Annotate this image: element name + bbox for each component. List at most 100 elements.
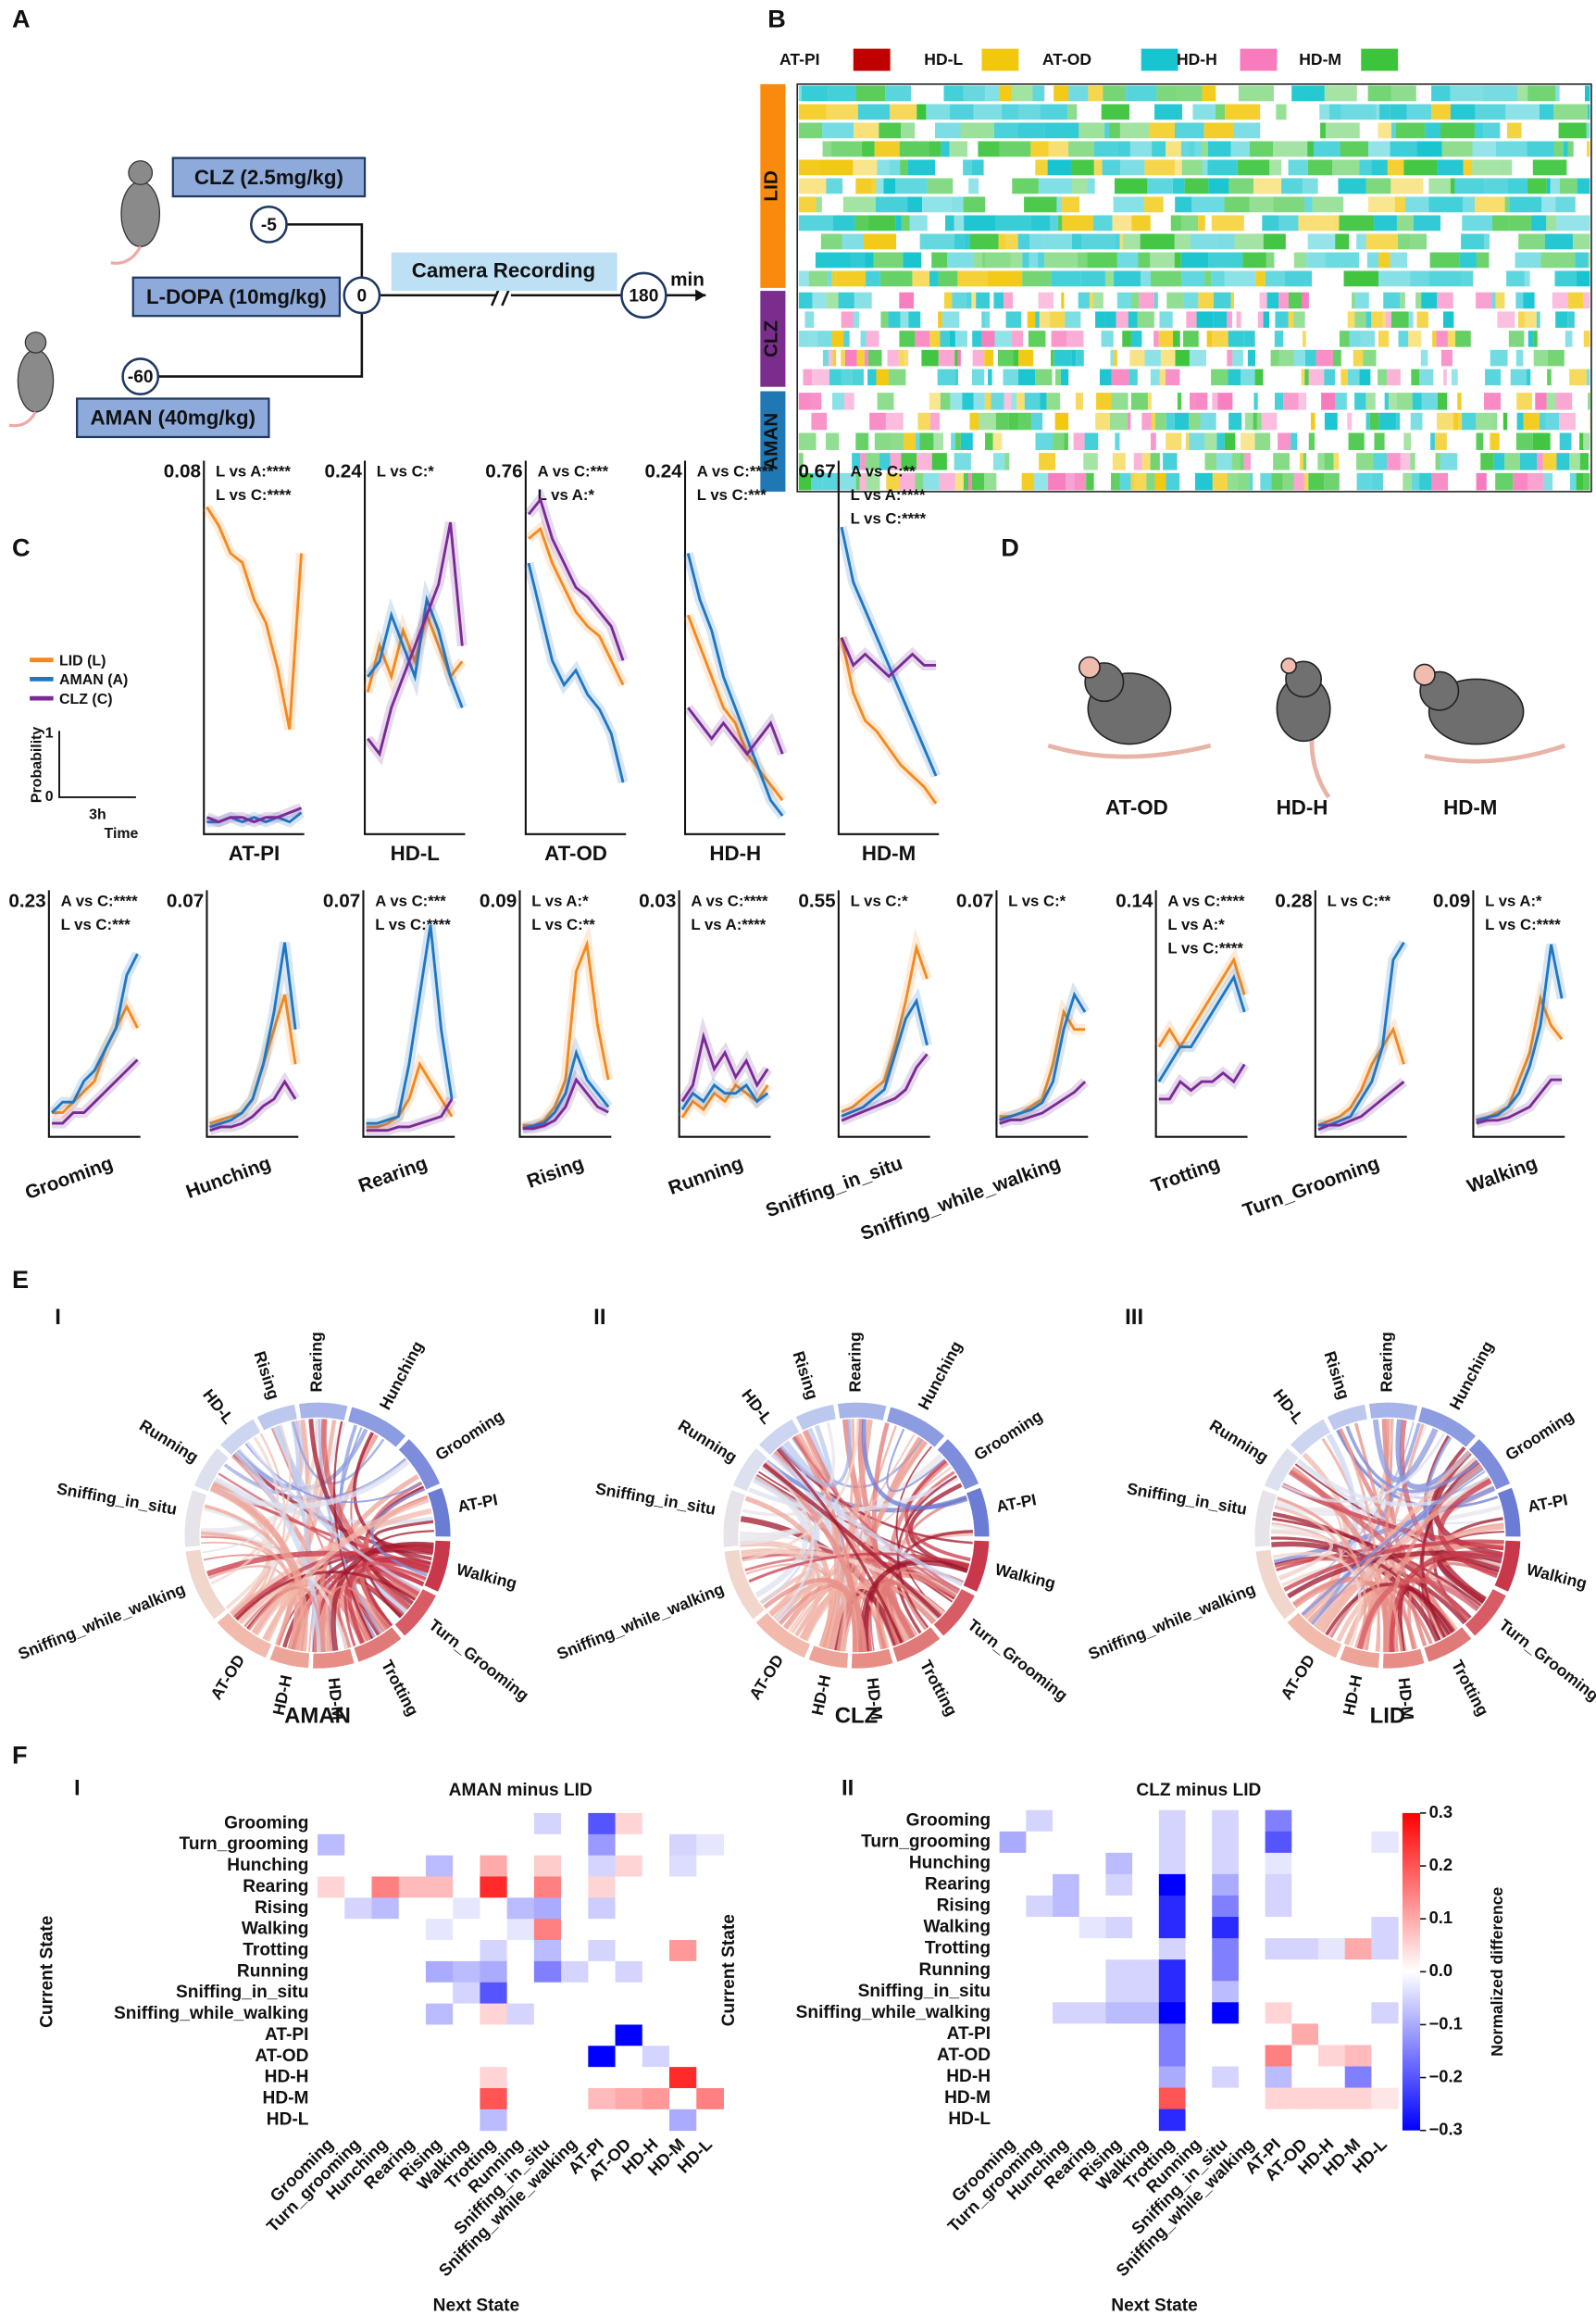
state-label: Rising [789,1349,822,1402]
heatmap-cell [696,2003,724,2025]
raster-segment [963,196,986,213]
heatmap-cell [999,1938,1027,1960]
raster-segment [1408,311,1414,328]
raster-segment [1133,453,1142,470]
chord [861,1419,968,1510]
raster-segment [1291,432,1298,450]
raster-segment [1149,122,1176,139]
raster-segment [822,472,840,491]
raster-segment [1046,393,1061,410]
raster-segment [1288,292,1302,309]
raster-segment [1519,453,1538,470]
raster-segment [1365,311,1372,328]
raster-segment [1476,472,1487,491]
heatmap-cell [371,1919,400,1941]
raster-segment [963,472,969,491]
raster-segment [1056,196,1063,213]
raster-segment [1103,85,1127,102]
heatmap-cell [1026,2002,1054,2024]
heatmap-cell [1371,1809,1399,1833]
chord [904,1470,960,1592]
heatmap-cell [1185,2002,1213,2024]
heatmap-cell [1344,1873,1372,1896]
heatmap-cell [371,2087,400,2110]
heatmap-cell [344,1919,372,1941]
heatmap-cell [642,1960,670,1983]
raster-segment [1527,178,1547,194]
raster-segment [964,215,996,232]
raster-segment [1555,196,1576,213]
raster-segment [1112,453,1126,470]
raster-segment [950,393,963,410]
raster-segment [1495,141,1527,157]
heatmap-title: AMAN minus LID [449,1781,592,1800]
raster-segment [1474,122,1484,139]
raster-segment [1208,252,1243,269]
plot-name: Walking [1465,1153,1540,1198]
heatmap-cell [1238,1873,1266,1896]
heatmap-cell [344,2024,372,2046]
state-label: Trotting [378,1657,422,1719]
heatmap-cell [561,1897,589,1920]
heatmap-cell [480,2087,508,2110]
raster-segment [798,159,820,176]
legend-swatch [1240,48,1278,71]
state-label: AT-OD [745,1651,787,1703]
chord [1272,1552,1362,1647]
raster-segment [1068,85,1089,102]
raster-segment [1583,292,1590,309]
raster-segment [1430,432,1435,450]
heatmap-cell [1185,1809,1213,1833]
raster-segment [1577,178,1590,194]
heatmap-cell [480,2109,508,2132]
heatmap-cell [371,1812,400,1835]
raster-segment [988,369,992,386]
heatmap-cell [1344,1917,1372,1939]
plot-ymax: 0.07 [167,891,204,912]
heatmap-cell [1132,1831,1160,1854]
plot-axes [364,460,466,835]
raster-segment [971,472,985,491]
raster-segment [1216,233,1235,250]
raster-segment [1502,412,1508,431]
heatmap-cell [1238,1917,1266,1939]
raster-segment [1004,453,1010,470]
scale-bar [58,731,136,798]
raster-segment [1216,453,1232,470]
heatmap-cell [1212,2023,1240,2046]
heatmap-cell [669,2087,697,2110]
raster-segment [1212,331,1228,347]
heatmap-cell [344,1940,372,1962]
heatmap-cell [561,1982,589,2005]
raster-segment [952,292,966,309]
raster-segment [1555,311,1568,328]
raster-segment [1204,453,1217,470]
series-line [209,1079,297,1132]
raster-segment [1515,432,1533,450]
raster-segment [1303,472,1309,491]
raster-segment [1410,233,1428,250]
raster-segment [1022,270,1052,287]
raster-segment [1240,453,1244,470]
series-line [841,997,929,1118]
raster-segment [1410,412,1423,431]
raster-segment [1283,393,1299,410]
heatmap-cell [533,2024,562,2046]
raster-segment [1581,215,1590,232]
raster-segment [1180,141,1190,157]
raster-segment [904,270,913,287]
raster-segment [1012,178,1039,194]
stat-label: A vs C:**** [1167,893,1245,910]
heatmap-cell [398,2024,427,2046]
raster-segment [1369,412,1379,431]
scale-bottom: 0 [45,789,54,805]
row-label: Rearing [243,1877,308,1896]
raster-segment [1569,472,1577,491]
raster-segment [1367,196,1395,213]
raster-segment [1312,196,1344,213]
raster-segment [1476,412,1492,431]
heatmap-cell [1079,2087,1106,2110]
raster-segment [963,85,986,102]
chord-arc [1255,1549,1296,1620]
raster-segment [954,369,958,386]
